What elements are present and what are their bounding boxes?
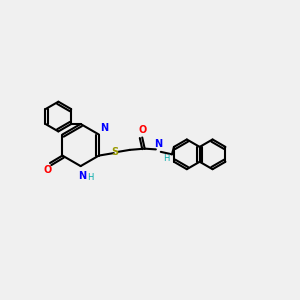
Text: N: N — [78, 171, 86, 181]
Text: H: H — [163, 154, 169, 163]
Text: H: H — [88, 173, 94, 182]
Text: O: O — [138, 125, 146, 135]
Text: N: N — [154, 139, 162, 148]
Text: S: S — [111, 147, 118, 157]
Text: O: O — [44, 166, 52, 176]
Text: N: N — [100, 123, 108, 133]
